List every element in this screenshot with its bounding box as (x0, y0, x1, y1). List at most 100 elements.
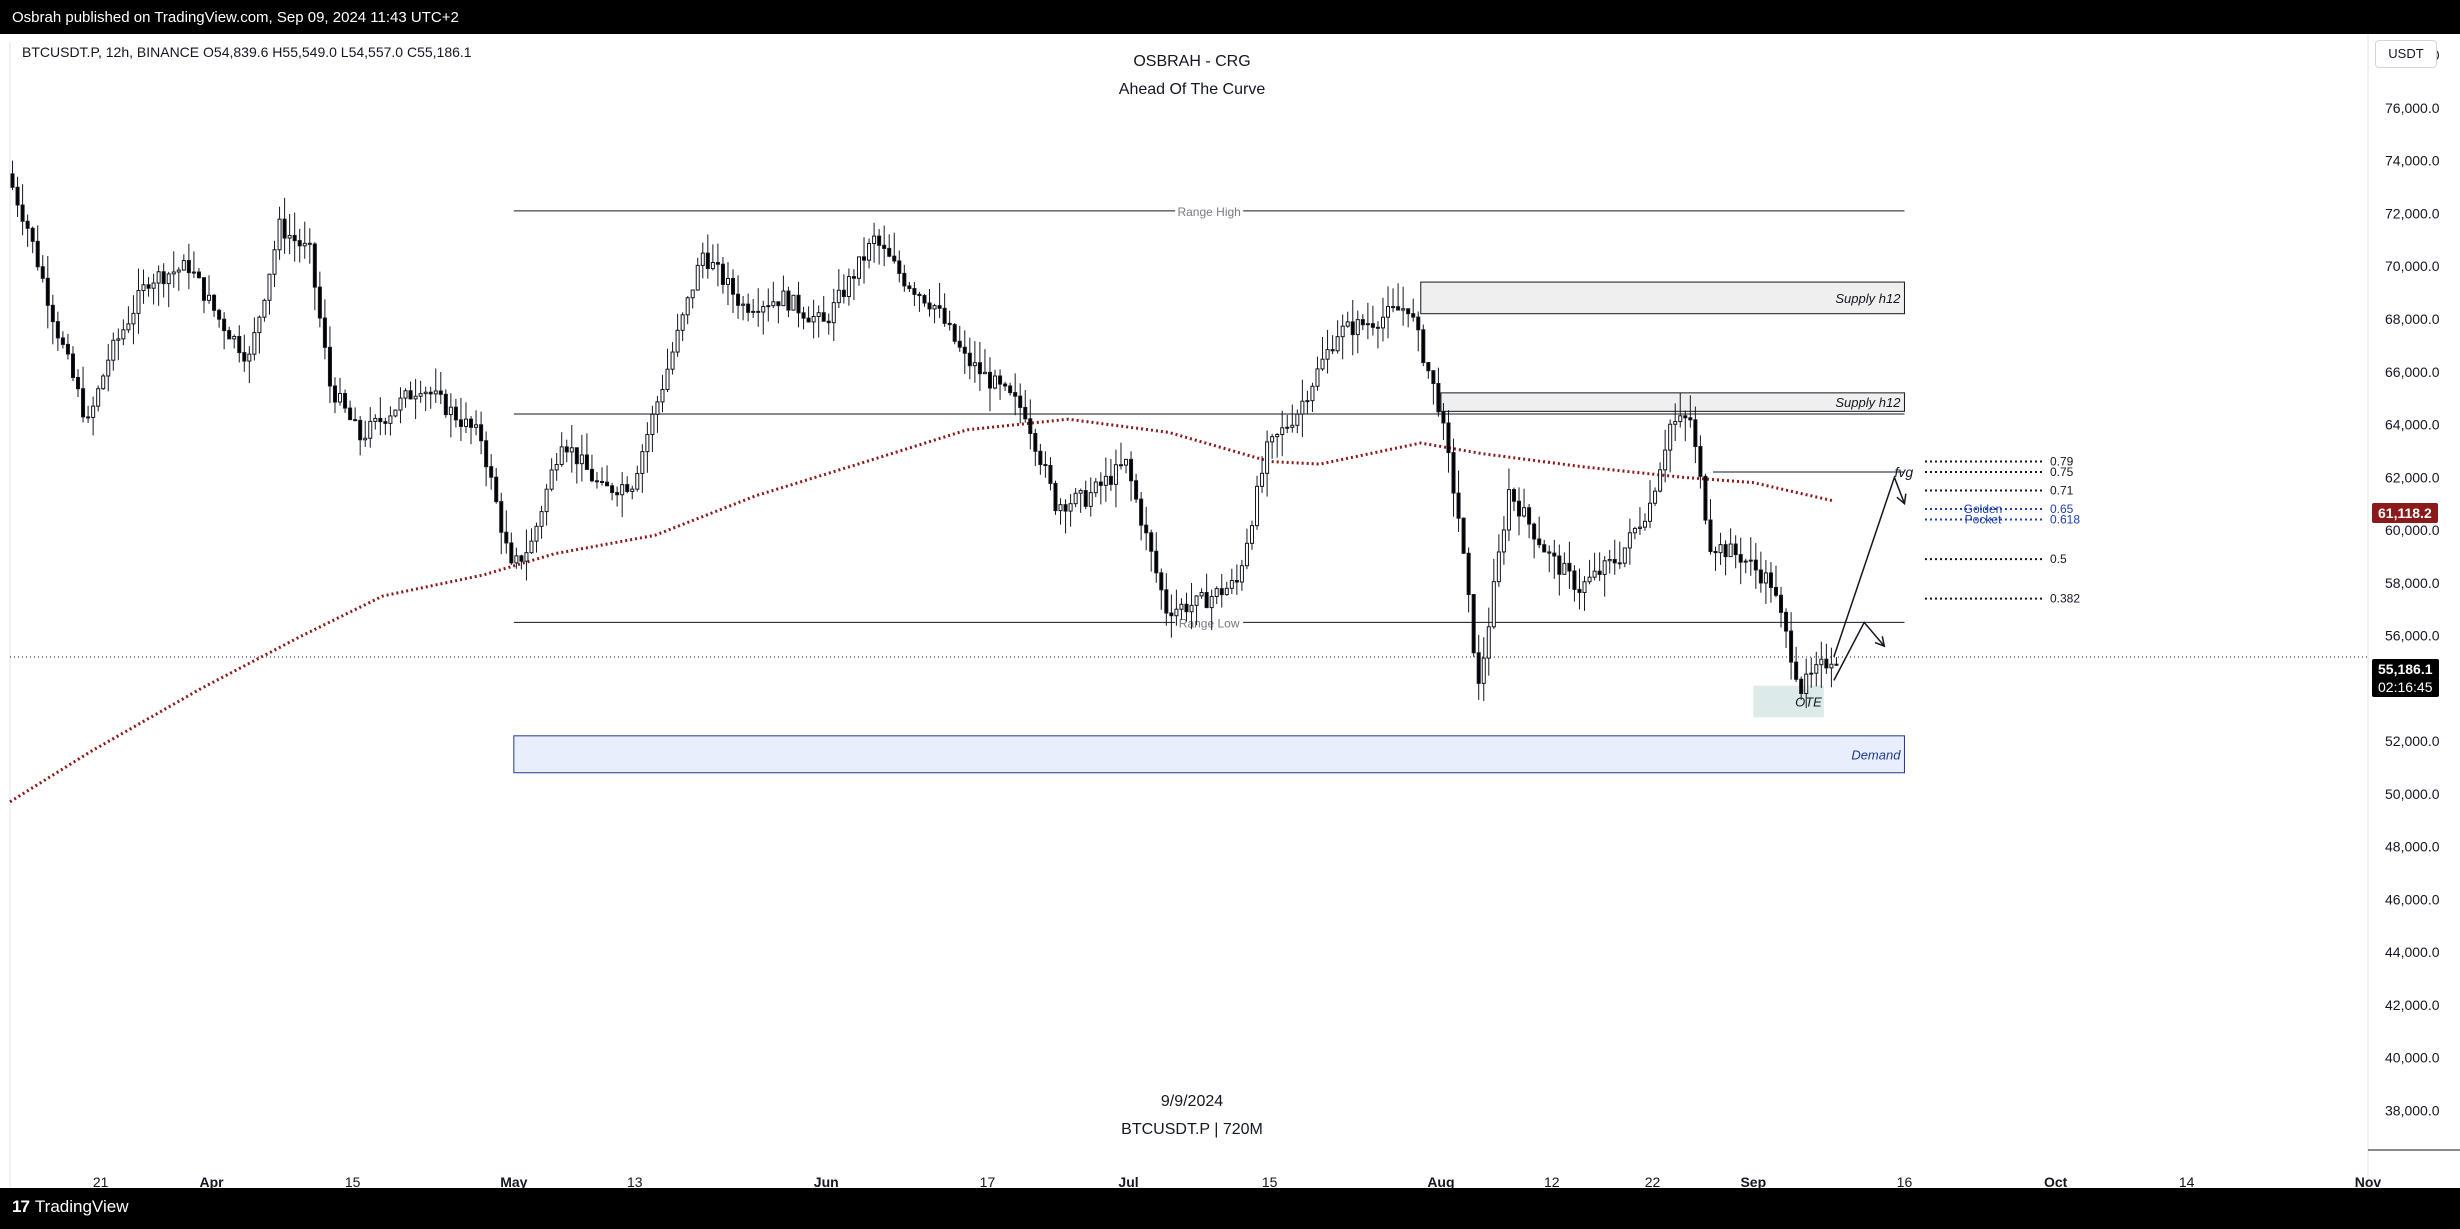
candle-body (1527, 507, 1532, 525)
candle-body (70, 353, 75, 378)
demand-zone-label: Demand (1851, 747, 1901, 762)
candle-body (76, 376, 81, 390)
candle-body (947, 322, 952, 326)
candle-body (630, 488, 635, 492)
symbol-ohlc-line[interactable]: BTCUSDT.P, 12h, BINANCE O54,839.6 H55,54… (22, 44, 472, 60)
candle-body (408, 390, 413, 400)
tradingview-logo[interactable]: 17 TradingView (12, 1197, 128, 1217)
candle-body (1738, 554, 1743, 563)
chart-watermark: 9/9/2024 BTCUSDT.P | 720M (1092, 1088, 1292, 1144)
candle-body (1370, 323, 1375, 328)
projection-arrowhead (1874, 636, 1886, 648)
candle-body (1380, 316, 1385, 329)
candle-body (584, 454, 589, 470)
candle-body (1446, 422, 1451, 454)
candle-body (297, 240, 302, 247)
candle-body (715, 262, 720, 265)
candle-body (1325, 349, 1330, 360)
candle-body (741, 303, 746, 306)
candle-body (1290, 424, 1295, 428)
candle-body (363, 437, 368, 441)
y-tick-label: 66,000.0 (2385, 364, 2440, 380)
candle-body (403, 390, 408, 399)
candle-body (1249, 525, 1254, 544)
candle-body (1204, 592, 1209, 609)
candle-body (1355, 319, 1360, 336)
y-tick-label: 76,000.0 (2385, 100, 2440, 116)
candle-body (1582, 581, 1587, 593)
candle-body (1260, 472, 1265, 487)
candle-body (1627, 532, 1632, 549)
candle-body (232, 335, 237, 340)
candle-body (222, 318, 227, 332)
candle-body (368, 420, 373, 439)
fib-level-label: 0.79 (2050, 454, 2074, 468)
candle-body (1300, 400, 1305, 415)
supply-zone (1440, 392, 1905, 412)
candle-body (574, 447, 579, 465)
candle-body (650, 413, 655, 435)
candle-body (1758, 569, 1763, 584)
candle-body (146, 284, 151, 289)
candle-body (967, 352, 972, 367)
candle-body (1547, 551, 1552, 554)
candle-body (91, 405, 96, 418)
candle-body (1239, 565, 1244, 583)
candle-body (1129, 458, 1134, 482)
candle-body (1824, 658, 1829, 669)
x-tick-label: May (500, 1174, 527, 1188)
candle-body (201, 277, 206, 301)
candle-body (836, 289, 841, 304)
ote-zone-label: OTE (1795, 695, 1822, 710)
chart-title: OSBRAH - CRG (1133, 53, 1251, 70)
candle-body (428, 391, 433, 395)
candle-body (1224, 587, 1229, 596)
candle-body (1098, 481, 1103, 486)
candle-body (267, 273, 272, 301)
candle-body (600, 480, 605, 483)
x-tick-label: 13 (627, 1174, 643, 1188)
candle-body (106, 359, 111, 377)
candle-body (1053, 482, 1058, 512)
candle-body (1275, 434, 1280, 438)
currency-button[interactable]: USDT (2375, 40, 2437, 68)
candle-body (1335, 336, 1340, 352)
candle-body (1622, 547, 1627, 564)
candle-body (539, 511, 544, 527)
candle-body (35, 240, 40, 268)
candle-body (1632, 527, 1637, 534)
candle-body (725, 278, 730, 285)
candle-body (257, 316, 262, 334)
chart-canvas[interactable]: 38,000.0 40,000.0 42,000.0 44,000.0 46,000.0… (0, 34, 2460, 1188)
candle-body (474, 424, 479, 428)
candle-body (1174, 608, 1179, 617)
candle-body (1008, 385, 1013, 394)
candle-body (1673, 421, 1678, 425)
candle-body (272, 249, 277, 275)
candle-body (690, 289, 695, 299)
last-price-tag: 55,186.1 (2372, 659, 2439, 679)
candle-body (640, 451, 645, 474)
candle-body (373, 417, 378, 422)
candle-body (1305, 400, 1310, 403)
candle-body (862, 256, 867, 261)
candle-body (1184, 603, 1189, 613)
chart-area[interactable]: 38,000.0 40,000.0 42,000.0 44,000.0 46,000.0… (0, 34, 2460, 1188)
candle-body (307, 242, 312, 245)
x-tick-label: Sep (1740, 1174, 1766, 1188)
candle-body (1708, 519, 1713, 553)
candle-body (877, 235, 882, 246)
candle-body (252, 332, 257, 355)
candle-body (549, 469, 554, 490)
candle-body (524, 552, 529, 562)
candle-body (181, 260, 186, 271)
candle-body (1451, 452, 1456, 494)
candle-body (1511, 489, 1516, 502)
candle-body (196, 271, 201, 279)
candle-body (514, 555, 519, 564)
candle-body (1799, 678, 1804, 694)
candle-body (1003, 383, 1008, 387)
candle-body (1365, 323, 1370, 326)
y-tick-label: 62,000.0 (2385, 469, 2440, 485)
candle-body (1602, 560, 1607, 575)
